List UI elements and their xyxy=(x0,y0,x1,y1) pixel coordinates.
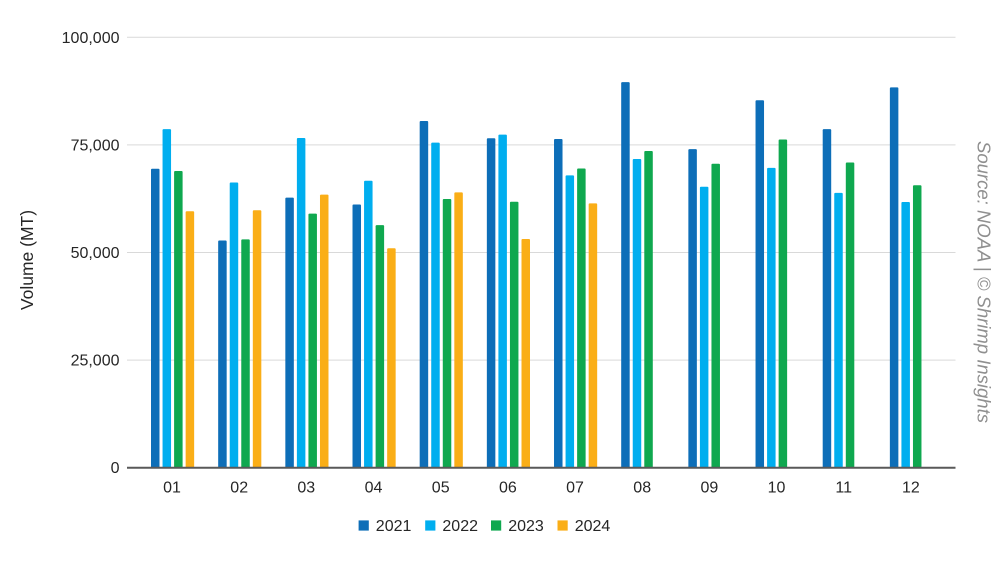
svg-text:11: 11 xyxy=(835,479,852,496)
svg-text:100,000: 100,000 xyxy=(62,30,120,47)
svg-text:25,000: 25,000 xyxy=(71,353,120,370)
svg-text:2021: 2021 xyxy=(376,518,412,535)
svg-text:09: 09 xyxy=(701,479,719,496)
svg-text:75,000: 75,000 xyxy=(71,137,120,154)
svg-text:03: 03 xyxy=(297,479,315,496)
svg-text:0: 0 xyxy=(111,460,120,477)
svg-text:Volume (MT): Volume (MT) xyxy=(17,210,37,310)
svg-text:01: 01 xyxy=(163,479,181,496)
svg-text:50,000: 50,000 xyxy=(71,245,120,262)
svg-text:02: 02 xyxy=(230,479,248,496)
svg-text:06: 06 xyxy=(499,479,517,496)
svg-text:05: 05 xyxy=(432,479,450,496)
svg-text:07: 07 xyxy=(566,479,584,496)
svg-text:2022: 2022 xyxy=(442,518,478,535)
svg-text:2024: 2024 xyxy=(575,518,611,535)
svg-text:04: 04 xyxy=(365,479,383,496)
svg-text:10: 10 xyxy=(768,479,786,496)
svg-text:08: 08 xyxy=(633,479,651,496)
svg-text:12: 12 xyxy=(902,479,920,496)
svg-text:2023: 2023 xyxy=(508,518,544,535)
svg-text:Source: NOAA | © Shrimp Insigh: Source: NOAA | © Shrimp Insights xyxy=(974,141,995,423)
